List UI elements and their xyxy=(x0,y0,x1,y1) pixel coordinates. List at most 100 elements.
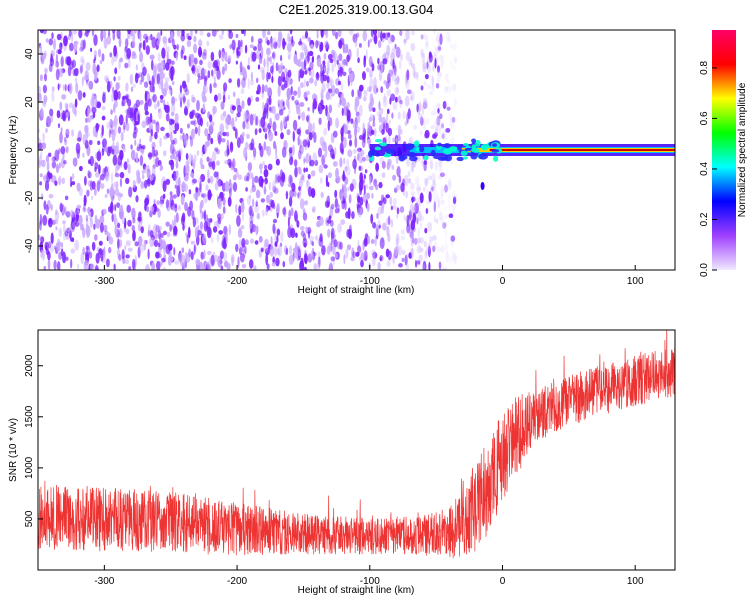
noise-blob xyxy=(210,254,215,266)
noise-blob xyxy=(117,82,121,89)
noise-blob xyxy=(308,122,313,133)
noise-blob xyxy=(352,121,358,129)
noise-blob xyxy=(56,61,59,69)
noise-blob xyxy=(420,48,424,58)
noise-blob xyxy=(93,223,96,230)
noise-blob xyxy=(174,121,180,132)
noise-blob xyxy=(221,51,225,63)
noise-blob xyxy=(192,161,196,170)
noise-blob xyxy=(437,111,441,121)
noise-blob xyxy=(84,139,89,149)
noise-blob xyxy=(445,187,450,192)
noise-blob xyxy=(362,191,367,203)
noise-blob xyxy=(203,220,209,232)
y-tick-label: -20 xyxy=(24,190,35,205)
noise-blob xyxy=(139,243,145,253)
noise-blob xyxy=(140,181,145,190)
noise-blob xyxy=(443,206,448,211)
noise-blob xyxy=(192,216,196,228)
noise-blob xyxy=(83,203,86,211)
noise-blob xyxy=(201,193,206,198)
noise-blob xyxy=(132,217,136,224)
noise-blob xyxy=(84,31,89,37)
noise-blob xyxy=(298,186,301,191)
noise-blob xyxy=(46,161,50,172)
noise-blob xyxy=(424,129,430,139)
noise-blob xyxy=(453,83,456,92)
noise-blob xyxy=(435,56,439,62)
noise-blob xyxy=(162,36,168,44)
noise-blob xyxy=(440,58,445,67)
noise-blob xyxy=(113,145,119,151)
noise-blob xyxy=(245,239,249,246)
noise-blob xyxy=(433,47,439,57)
noise-blob xyxy=(438,261,442,270)
noise-blob xyxy=(280,61,284,74)
noise-blob xyxy=(163,41,168,48)
noise-blob xyxy=(367,235,371,245)
noise-blob xyxy=(425,34,429,47)
noise-blob xyxy=(69,42,74,52)
noise-blob xyxy=(155,121,160,134)
noise-blob xyxy=(245,122,250,130)
noise-blob xyxy=(181,45,185,55)
noise-blob xyxy=(227,196,232,207)
noise-blob xyxy=(106,188,110,194)
noise-blob xyxy=(40,193,44,201)
noise-blob xyxy=(60,146,66,155)
noise-blob xyxy=(420,34,424,40)
noise-blob xyxy=(290,85,293,96)
noise-blob xyxy=(80,55,84,64)
noise-blob xyxy=(266,97,270,109)
noise-blob xyxy=(95,152,98,159)
noise-blob xyxy=(42,249,45,261)
noise-blob xyxy=(194,126,198,135)
noise-blob xyxy=(410,240,414,247)
noise-blob xyxy=(199,50,203,56)
noise-blob xyxy=(266,263,270,270)
noise-blob xyxy=(435,161,438,171)
noise-blob xyxy=(372,107,376,112)
noise-blob xyxy=(258,58,263,64)
noise-blob xyxy=(89,115,95,120)
noise-blob xyxy=(236,50,240,59)
noise-blob xyxy=(117,191,122,202)
noise-blob xyxy=(206,40,210,47)
noise-blob xyxy=(358,207,362,218)
noise-blob xyxy=(202,84,206,97)
noise-blob xyxy=(167,255,172,266)
noise-blob xyxy=(424,132,429,139)
noise-blob xyxy=(112,154,118,166)
noise-blob xyxy=(423,80,427,87)
noise-blob xyxy=(134,72,139,84)
noise-blob xyxy=(372,222,377,229)
noise-blob xyxy=(428,235,433,245)
noise-blob xyxy=(186,32,190,40)
noise-blob xyxy=(366,202,370,212)
noise-blob xyxy=(413,204,417,212)
noise-blob xyxy=(125,177,130,185)
noise-blob xyxy=(197,229,203,236)
noise-blob xyxy=(305,97,308,102)
noise-blob xyxy=(56,49,61,54)
noise-blob xyxy=(197,192,201,197)
noise-blob xyxy=(200,164,205,170)
noise-blob xyxy=(89,155,95,167)
noise-blob xyxy=(45,154,50,163)
noise-blob xyxy=(253,46,257,51)
noise-blob xyxy=(395,184,401,191)
noise-blob xyxy=(207,169,210,180)
noise-blob xyxy=(297,192,300,199)
noise-blob xyxy=(263,186,267,195)
noise-blob xyxy=(432,245,436,253)
noise-blob xyxy=(85,245,89,251)
noise-blob xyxy=(49,108,54,117)
noise-blob xyxy=(431,172,436,182)
noise-blob xyxy=(318,216,324,226)
noise-blob xyxy=(378,100,381,111)
noise-blob xyxy=(252,113,257,121)
noise-blob xyxy=(131,53,136,60)
noise-blob xyxy=(42,132,45,142)
noise-blob xyxy=(181,247,185,254)
noise-blob xyxy=(435,46,439,52)
